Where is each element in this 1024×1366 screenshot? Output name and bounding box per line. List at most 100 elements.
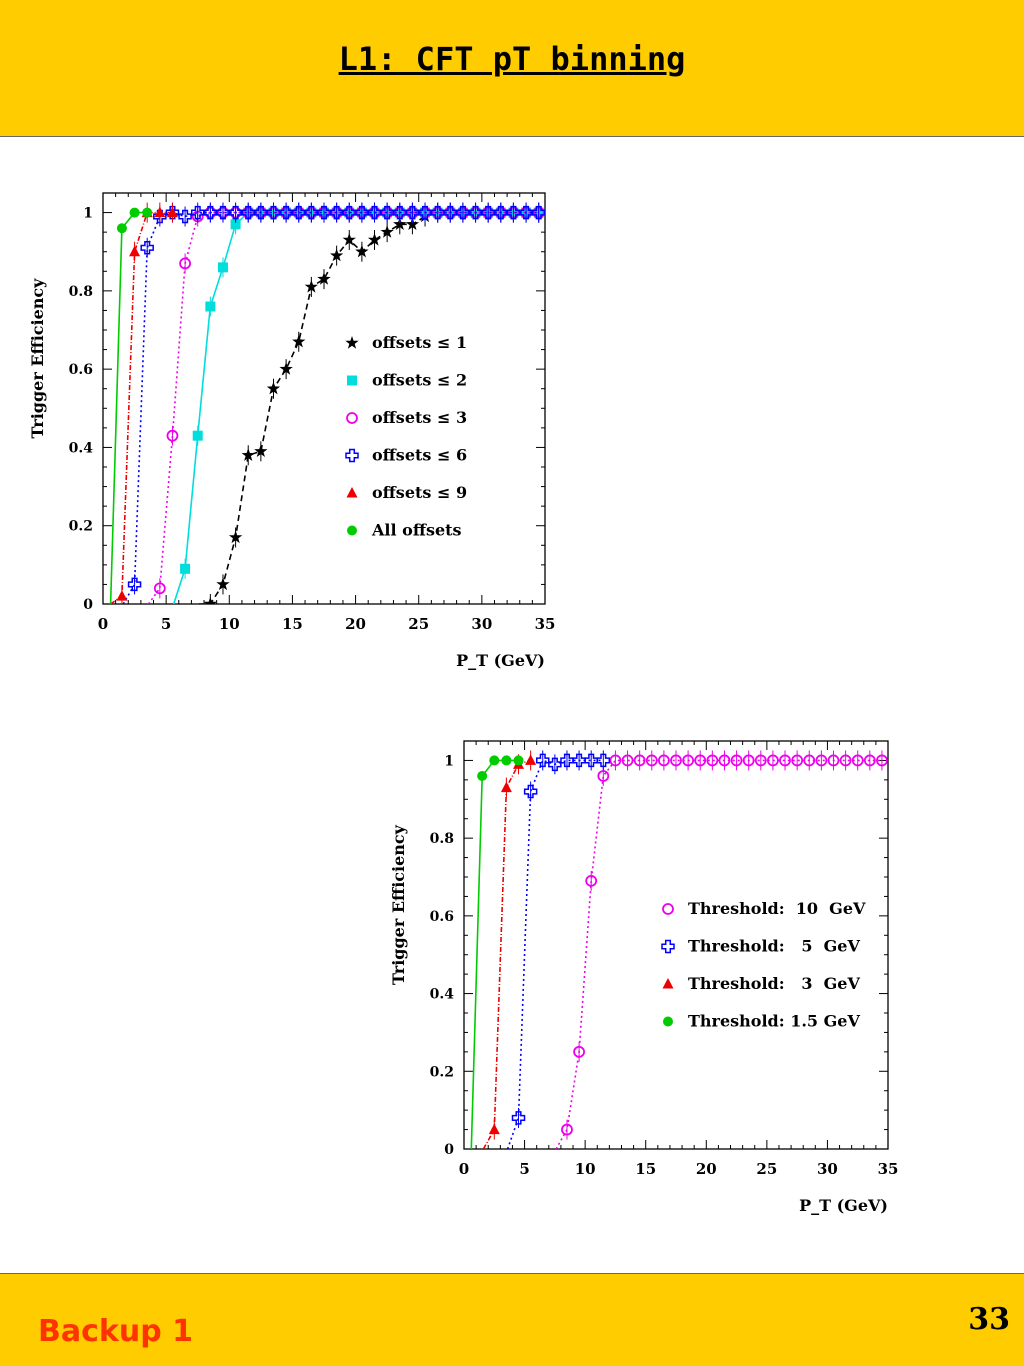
data-point [633,754,646,767]
x-axis-label: P_T (GeV) [799,1196,888,1215]
legend-label: offsets ≤ 1 [372,333,467,352]
data-point [548,757,562,772]
x-tick-label: 15 [635,1160,656,1178]
slide-title: L1: CFT pT binning [338,40,686,78]
data-point [317,272,331,285]
x-tick-label: 0 [98,615,108,633]
y-tick-label: 0 [444,1142,454,1158]
data-point [405,205,420,220]
data-point [230,219,241,230]
footer-label: Backup 1 [38,1314,193,1349]
data-point [584,753,598,768]
series-line [555,759,882,1149]
data-point [489,755,500,766]
data-point [477,770,488,781]
x-tick-label: 10 [575,1160,596,1178]
data-point [292,334,306,348]
x-tick-label: 5 [519,1160,529,1178]
data-point [513,755,524,766]
data-point [367,205,382,220]
data-point [393,205,407,220]
legend-marker [345,448,359,463]
data-point [279,362,293,375]
page-number: 33 [968,1302,1010,1337]
data-point [317,205,331,220]
y-axis-label: Trigger Efficiency [389,824,408,985]
data-point [791,754,804,767]
legend-label: Threshold: 10 GeV [688,899,866,918]
series-3 [122,202,545,604]
x-axis-label: P_T (GeV) [456,651,545,670]
data-point [443,205,458,220]
data-point [827,754,840,767]
data-point [178,209,192,224]
legend-marker [662,903,674,915]
data-point [694,754,707,767]
data-point [166,429,179,442]
data-point [116,590,128,601]
series-line [147,211,539,604]
data-point [779,754,791,767]
data-point [192,430,203,441]
efficiency-chart-thresholds: 0 5 10 15 20 25 30 35 0 0.2 0.4 0.6 0.8 1 P_T (GeV) Tri… [389,740,899,1215]
data-point [560,753,574,768]
data-point [179,257,191,270]
data-point [203,597,217,604]
data-point [241,448,255,461]
data-point [190,205,205,220]
data-point [523,784,538,799]
data-point [216,577,230,591]
data-point [481,205,495,220]
legend-label: offsets ≤ 9 [372,483,467,502]
data-point [851,754,864,767]
data-point [165,205,180,220]
data-point [621,754,634,767]
data-point [355,205,369,220]
data-point [329,205,344,220]
data-point [754,754,767,767]
x-tick-label: 0 [459,1160,469,1178]
series-line [199,211,539,604]
x-tick-label: 25 [408,615,429,633]
data-point [266,205,281,220]
data-point [418,205,432,220]
footer-band [0,1273,1024,1366]
data-point [494,205,508,220]
data-point [519,205,533,220]
legend-marker [662,978,674,989]
series-line [109,211,148,604]
data-point [393,217,407,230]
data-point [815,754,828,767]
x-tick-label: 20 [345,615,366,633]
data-point [153,582,166,595]
plot-frame [102,192,546,605]
y-tick-label: 0.4 [430,987,455,1003]
data-point [254,444,268,457]
data-point [154,206,166,218]
data-point [511,1111,526,1125]
data-point [682,754,695,767]
data-point [597,770,610,782]
x-tick-label: 15 [282,615,303,633]
series-line [172,211,539,604]
data-point [116,223,127,234]
data-point [304,205,319,220]
data-point [127,577,142,592]
legend-label: offsets ≤ 2 [372,371,467,390]
data-point [718,754,731,767]
legend-marker [346,487,358,498]
data-point [405,217,420,230]
y-axis-label: Trigger Efficiency [28,278,47,439]
legend-marker [346,412,358,424]
data-point [166,206,178,218]
data-point [205,301,216,312]
y-tick-label: 0.8 [430,831,454,847]
data-point [355,244,369,258]
data-point [531,205,545,220]
x-tick-label: 30 [471,615,492,633]
plot-frame [463,740,889,1150]
efficiency-chart-offsets: 0 5 10 15 20 25 30 35 0 0.2 0.4 0.6 0.8 1 P_T (GeV) Tri… [28,192,555,670]
series-1 [172,202,544,604]
legend-label: Threshold: 1.5 GeV [688,1012,860,1031]
x-tick-label: 35 [878,1160,899,1178]
